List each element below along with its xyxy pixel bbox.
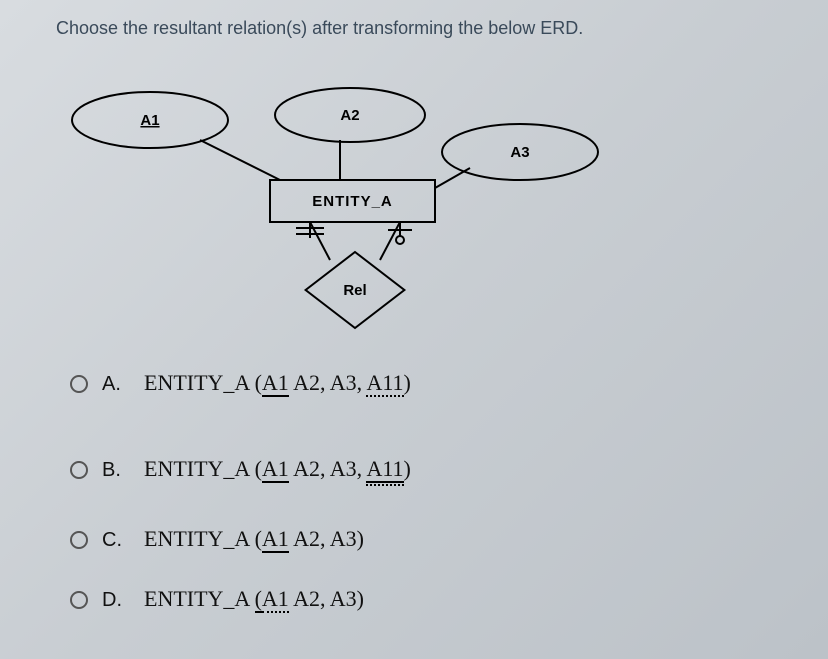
- erd-diagram: A1 A2 A3 ENTITY_A Rel: [40, 60, 680, 340]
- radio-button[interactable]: [70, 375, 88, 393]
- attr-label-a3: A3: [510, 144, 529, 161]
- entity-label: ENTITY_A: [312, 193, 393, 210]
- option-letter: C.: [102, 529, 130, 552]
- radio-button[interactable]: [70, 461, 88, 479]
- option-letter: A.: [102, 373, 130, 396]
- option-row[interactable]: C. ENTITY_A (A1 A2, A3): [70, 526, 670, 552]
- attr-label-a1: A1: [140, 112, 159, 129]
- erd-svg: A1 A2 A3 ENTITY_A Rel: [40, 60, 680, 340]
- relationship-label: Rel: [343, 282, 366, 299]
- option-text: ENTITY_A (A1 A2, A3, A11): [144, 370, 411, 396]
- option-letter: D.: [102, 589, 130, 612]
- options-list: A. ENTITY_A (A1 A2, A3, A11) B. ENTITY_A (A…: [70, 370, 670, 646]
- option-text: ENTITY_A (A1 A2, A3, A11): [144, 456, 411, 482]
- option-text: ENTITY_A (A1 A2, A3): [144, 586, 364, 612]
- option-row[interactable]: D. ENTITY_A (A1 A2, A3): [70, 586, 670, 612]
- question-text: Choose the resultant relation(s) after t…: [56, 18, 583, 39]
- option-text: ENTITY_A (A1 A2, A3): [144, 526, 364, 552]
- option-row[interactable]: B. ENTITY_A (A1 A2, A3, A11): [70, 456, 670, 482]
- erd-connector: [200, 140, 280, 180]
- option-letter: B.: [102, 459, 130, 482]
- option-row[interactable]: A. ENTITY_A (A1 A2, A3, A11): [70, 370, 670, 396]
- radio-button[interactable]: [70, 531, 88, 549]
- radio-button[interactable]: [70, 591, 88, 609]
- attr-label-a2: A2: [340, 107, 359, 124]
